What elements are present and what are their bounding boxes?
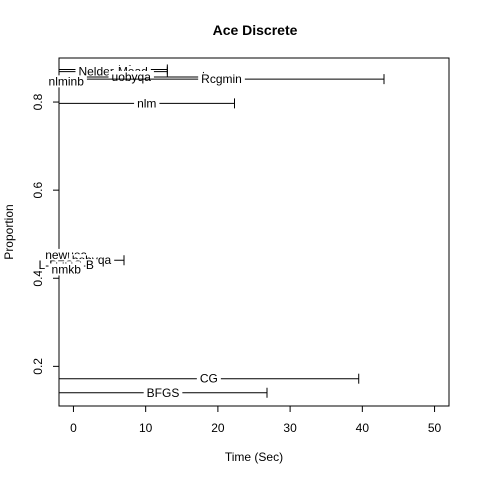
- y-tick-label: 0.6: [31, 181, 45, 198]
- series-nmkb: nmkb: [48, 262, 84, 276]
- series-label-background: [134, 97, 160, 110]
- series-layer: ucminfNelder-MeaduobyqaRcgminnlminbnlmne…: [35, 62, 385, 400]
- x-tick-label: 0: [70, 421, 77, 435]
- x-axis-label: Time (Sec): [225, 450, 283, 464]
- x-tick-label: 50: [428, 421, 442, 435]
- series-label-background: [143, 386, 183, 399]
- series-label-background: [45, 75, 87, 88]
- y-axis: 0.2 0.4 0.6 0.8: [31, 93, 60, 375]
- x-axis: 0 10 20 30 40 50: [70, 405, 442, 435]
- plot-frame: [58, 57, 450, 407]
- series-cg: CG: [59, 372, 360, 386]
- x-tick-label: 20: [211, 421, 225, 435]
- y-tick-label: 0.4: [31, 270, 45, 287]
- series-label-background: [196, 372, 221, 385]
- series-bfgs: BFGS: [59, 386, 268, 400]
- series-label: CG: [200, 372, 218, 386]
- chart-title: Ace Discrete: [213, 22, 298, 38]
- series-label: Rcgmin: [201, 72, 242, 86]
- series-label: uobyqa: [112, 70, 152, 84]
- series-nlminb: nlminb: [45, 74, 87, 88]
- series-nlm: nlm: [59, 96, 235, 110]
- series-label-background: [198, 73, 245, 86]
- y-tick-label: 0.8: [31, 93, 45, 110]
- x-tick-label: 10: [139, 421, 153, 435]
- series-label-background: [42, 248, 91, 261]
- y-axis-label: Proportion: [2, 204, 16, 259]
- series-rcgmin: Rcgmin: [59, 72, 385, 86]
- series-label-background: [108, 70, 154, 83]
- x-tick-label: 40: [356, 421, 370, 435]
- series-label: nmkb: [52, 262, 82, 276]
- y-tick-label: 0.2: [31, 358, 45, 375]
- series-label-background: [48, 263, 84, 276]
- series-label: BFGS: [147, 386, 180, 400]
- x-tick-label: 30: [283, 421, 297, 435]
- series-label: nlminb: [49, 74, 85, 88]
- series-label: nlm: [137, 96, 156, 110]
